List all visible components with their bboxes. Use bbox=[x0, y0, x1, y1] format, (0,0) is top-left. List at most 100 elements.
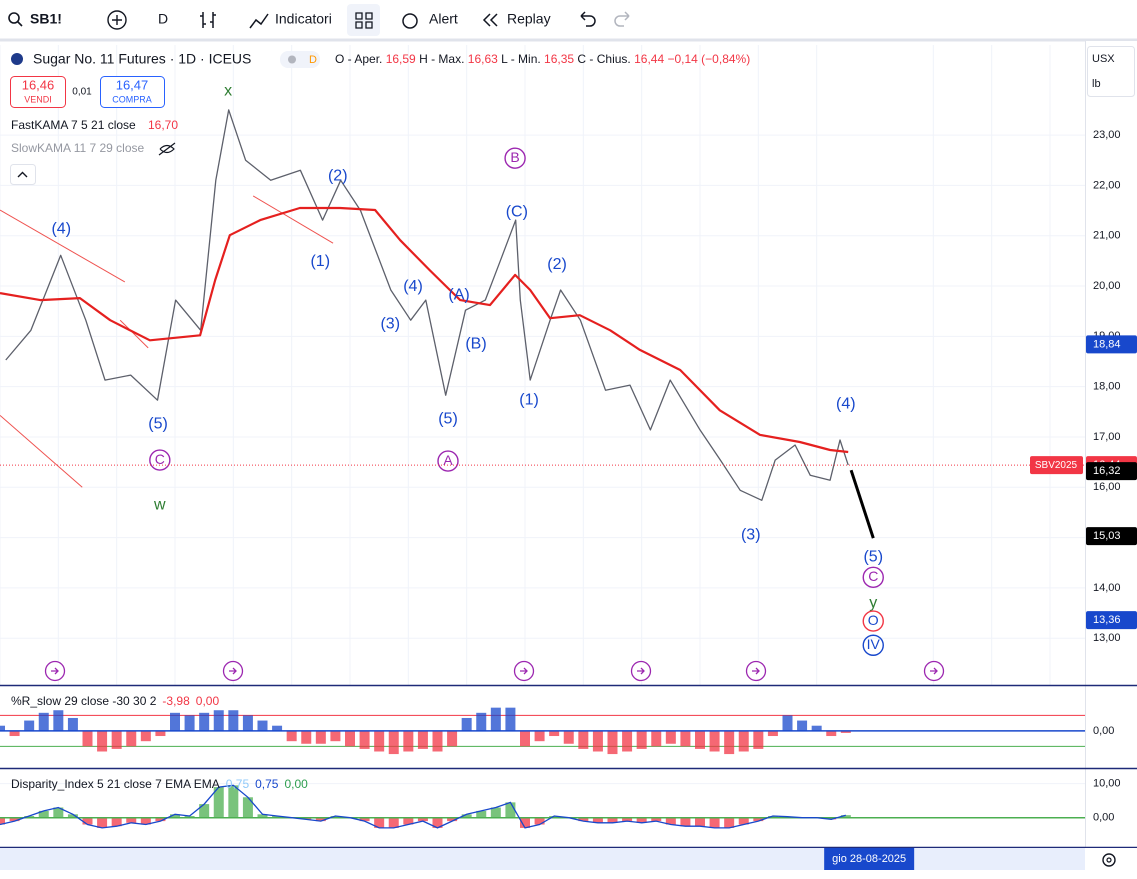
add-symbol[interactable] bbox=[107, 10, 127, 30]
ohlc-label: L - Min. bbox=[501, 52, 541, 66]
histogram-bar bbox=[636, 817, 647, 823]
redo[interactable] bbox=[614, 11, 630, 27]
histogram-bar bbox=[651, 817, 662, 822]
histogram-bar bbox=[549, 730, 560, 737]
search-icon bbox=[17, 21, 23, 27]
histogram-bar bbox=[0, 725, 5, 731]
layout-button[interactable] bbox=[347, 4, 380, 36]
indicator-name: SlowKAMA 11 7 29 close bbox=[11, 141, 145, 155]
histogram-bar bbox=[24, 816, 35, 818]
symbol-tag-bg bbox=[1030, 456, 1083, 475]
histogram-bar bbox=[242, 797, 253, 818]
settings[interactable] bbox=[1102, 853, 1116, 867]
histogram-bar bbox=[782, 715, 793, 731]
wave-label: y bbox=[869, 595, 877, 612]
wave-circle bbox=[437, 450, 459, 472]
histogram-bar bbox=[738, 730, 749, 752]
interval[interactable]: D bbox=[158, 11, 168, 27]
event-icon-arrow bbox=[520, 667, 528, 675]
histogram-bar bbox=[695, 817, 705, 827]
histogram-bar bbox=[126, 817, 137, 823]
ohlc-label: O - Aper. bbox=[335, 52, 382, 66]
alert-button[interactable]: Alert bbox=[429, 11, 458, 27]
histogram-bar bbox=[724, 817, 735, 828]
histogram-bar bbox=[665, 817, 676, 825]
undo[interactable] bbox=[580, 11, 596, 27]
collapse-button[interactable] bbox=[10, 164, 36, 185]
pane-value: 0,00 bbox=[284, 777, 308, 791]
ohlc-value: 16,63 bbox=[468, 52, 498, 66]
histogram-bar bbox=[607, 730, 618, 755]
wave-label: (4) bbox=[836, 395, 856, 412]
trend-line bbox=[252, 195, 334, 244]
histogram-bar bbox=[476, 712, 487, 731]
price-label-bg bbox=[1086, 527, 1137, 546]
histogram-bar bbox=[403, 817, 414, 825]
sell-button[interactable] bbox=[10, 76, 66, 108]
histogram-bar bbox=[797, 720, 808, 731]
wave-label: (1) bbox=[519, 391, 539, 408]
y-tick-label: 16,00 bbox=[1093, 481, 1121, 493]
histogram-bar bbox=[622, 817, 633, 822]
hidden-icon[interactable] bbox=[158, 142, 176, 156]
histogram-bar bbox=[490, 807, 501, 818]
price-label: 18,84 bbox=[1093, 338, 1121, 350]
histogram-bar bbox=[417, 730, 428, 749]
wave-label: (5) bbox=[148, 416, 168, 433]
histogram-bar bbox=[213, 787, 224, 818]
histogram-bar bbox=[753, 817, 764, 822]
chart-type-icon[interactable] bbox=[200, 12, 216, 28]
symbol[interactable]: SB1! bbox=[30, 11, 62, 27]
histogram-bar bbox=[520, 817, 530, 828]
histogram-bar bbox=[199, 712, 210, 731]
pane-value: -3,98 bbox=[162, 694, 190, 708]
histogram-bar bbox=[82, 730, 93, 747]
pane-title-text: %R_slow 29 close -30 30 2 bbox=[11, 694, 157, 708]
histogram-bar bbox=[695, 730, 705, 749]
histogram-bar bbox=[330, 730, 341, 742]
histogram-bar bbox=[184, 715, 195, 731]
histogram-bar bbox=[38, 712, 49, 731]
wave-label: (4) bbox=[403, 278, 423, 295]
histogram-bar bbox=[126, 730, 137, 747]
histogram-bar bbox=[228, 710, 239, 731]
histogram-bar bbox=[53, 807, 64, 818]
histogram-bar bbox=[184, 816, 195, 818]
y-tick-label: 0,00 bbox=[1093, 812, 1114, 824]
histogram-bar bbox=[767, 816, 778, 818]
price-label: 15,03 bbox=[1093, 530, 1121, 542]
histogram-bar bbox=[709, 730, 720, 752]
histogram-bar bbox=[257, 814, 268, 818]
wave-label: (3) bbox=[741, 526, 761, 543]
wave-circle bbox=[862, 610, 884, 632]
histogram-bar bbox=[505, 707, 516, 731]
replay-button[interactable]: Replay bbox=[507, 11, 551, 27]
y-tick-label: 17,00 bbox=[1093, 431, 1121, 443]
buy-button[interactable] bbox=[100, 76, 165, 108]
wave-label: O bbox=[868, 612, 879, 628]
histogram-bar bbox=[447, 817, 458, 822]
histogram-bar bbox=[476, 810, 487, 818]
wave-label: (5) bbox=[438, 411, 458, 428]
indicators-button[interactable]: Indicatori bbox=[275, 11, 332, 27]
wave-label: (1) bbox=[310, 253, 330, 270]
pane-value: 0,75 bbox=[226, 777, 250, 791]
histogram-bar bbox=[140, 817, 151, 825]
histogram-bar bbox=[826, 730, 837, 737]
pane-title-text: Disparity_Index 5 21 close 7 EMA EMA bbox=[11, 777, 220, 791]
legend: Sugar No. 11 Futures · 1D · ICEUS D O - … bbox=[10, 51, 750, 185]
histogram-bar bbox=[82, 817, 93, 825]
y-tick-label: 20,00 bbox=[1093, 280, 1121, 292]
histogram-bar bbox=[520, 730, 530, 747]
scale-box[interactable] bbox=[1087, 46, 1135, 97]
wave-label: (4) bbox=[51, 220, 71, 237]
wave-label: (2) bbox=[547, 256, 567, 273]
histogram-bar bbox=[388, 817, 399, 828]
projection-line bbox=[849, 469, 875, 539]
histogram-bar bbox=[403, 730, 414, 752]
histogram-bar bbox=[826, 817, 837, 820]
collapse-icon bbox=[17, 171, 28, 178]
add-symbol-icon bbox=[112, 15, 122, 25]
search-icon[interactable] bbox=[8, 12, 20, 24]
